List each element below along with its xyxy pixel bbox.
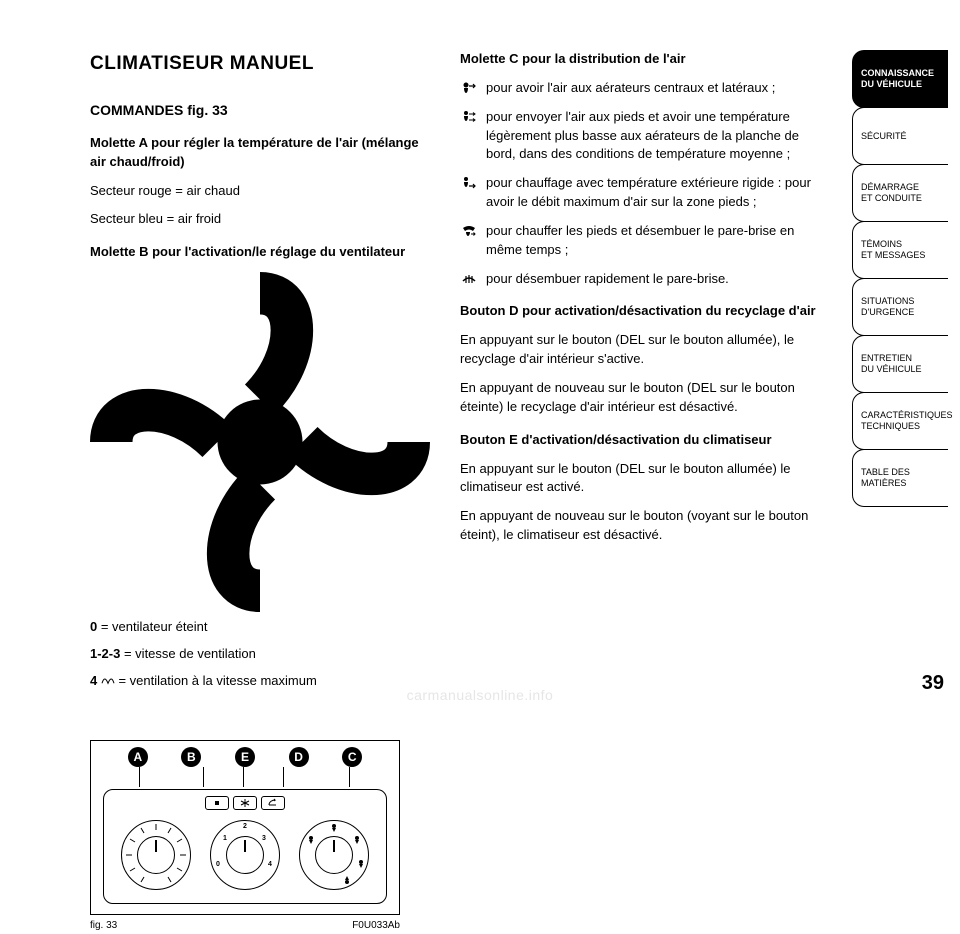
btn-e-p2: En appuyant de nouveau sur le bouton (vo… bbox=[460, 507, 822, 545]
tab-label: DÉMARRAGE ET CONDUITE bbox=[861, 182, 922, 204]
air-mode-feet-defrost-text: pour chauffer les pieds et désembuer le … bbox=[486, 222, 822, 260]
knob-b-123: = vitesse de ventilation bbox=[120, 646, 256, 661]
air-mode-face: pour avoir l'air aux aérateurs centraux … bbox=[460, 79, 822, 98]
fan-speed-3: 3 bbox=[262, 834, 266, 844]
tab-label: SÉCURITÉ bbox=[861, 131, 907, 142]
btn-d-p2: En appuyant de nouveau sur le bouton (DE… bbox=[460, 379, 822, 417]
knob-c-heading: Molette C pour la distribution de l'air bbox=[460, 50, 822, 69]
page-title: CLIMATISEUR MANUEL bbox=[90, 50, 430, 78]
knob-b-4-prefix: 4 bbox=[90, 673, 101, 688]
tab-label: TABLE DES MATIÈRES bbox=[861, 467, 910, 489]
recirculation-led-icon bbox=[205, 796, 229, 810]
tab-temoins[interactable]: TÉMOINS ET MESSAGES bbox=[852, 221, 948, 279]
tab-label: TÉMOINS ET MESSAGES bbox=[861, 239, 925, 261]
fig-letter-d: D bbox=[289, 747, 309, 767]
knob-a-heading: Molette A pour régler la température de … bbox=[90, 134, 430, 172]
fig-letter-e: E bbox=[235, 747, 255, 767]
main-content: CLIMATISEUR MANUEL COMMANDES fig. 33 Mol… bbox=[0, 0, 852, 709]
tab-label: CARACTÉRISTIQUES TECHNIQUES bbox=[861, 410, 953, 432]
tab-connaissance[interactable]: CONNAISSANCE DU VÉHICULE bbox=[852, 50, 948, 108]
watermark: carmanualsonline.info bbox=[407, 687, 554, 703]
section-commands: COMMANDES fig. 33 bbox=[90, 100, 430, 120]
air-mode-feet-defrost: pour chauffer les pieds et désembuer le … bbox=[460, 222, 822, 260]
air-feet-defrost-icon bbox=[460, 222, 478, 238]
figure-labels: A B E D C bbox=[91, 747, 399, 767]
tab-entretien[interactable]: ENTRETIEN DU VÉHICULE bbox=[852, 335, 948, 393]
air-mode-defrost-text: pour désembuer rapidement le pare-brise. bbox=[486, 270, 822, 289]
tab-demarrage[interactable]: DÉMARRAGE ET CONDUITE bbox=[852, 164, 948, 222]
fan-speed-4: 4 bbox=[268, 860, 272, 870]
fig-letter-b: B bbox=[181, 747, 201, 767]
right-column: Molette C pour la distribution de l'air … bbox=[460, 50, 822, 689]
air-mode-feet-text: pour chauffage avec température extérieu… bbox=[486, 174, 822, 212]
air-defrost-icon bbox=[460, 270, 478, 286]
fig-letter-c: C bbox=[342, 747, 362, 767]
recirculation-button-icon bbox=[261, 796, 285, 810]
knob-b-heading: Molette B pour l'activation/le réglage d… bbox=[90, 243, 430, 262]
tab-label: CONNAISSANCE DU VÉHICULE bbox=[861, 68, 934, 90]
knob-b-4: = ventilation à la vitesse maximum bbox=[115, 673, 317, 688]
knob-b-def-0: 0 = ventilateur éteint bbox=[90, 272, 430, 637]
tab-securite[interactable]: SÉCURITÉ bbox=[852, 107, 948, 165]
btn-e-heading: Bouton E d'activation/désactivation du c… bbox=[460, 431, 822, 450]
air-face-icon bbox=[460, 79, 478, 95]
knob-b-0: = ventilateur éteint bbox=[97, 619, 207, 634]
btn-d-heading: Bouton D pour activation/désactivation d… bbox=[460, 302, 822, 321]
knob-b-def-123: 1-2-3 = vitesse de ventilation bbox=[90, 645, 430, 664]
ac-button-icon bbox=[233, 796, 257, 810]
air-bilevel-icon bbox=[460, 108, 478, 124]
btn-e-p1: En appuyant sur le bouton (DEL sur le bo… bbox=[460, 460, 822, 498]
air-mode-bilevel: pour envoyer l'air aux pieds et avoir un… bbox=[460, 108, 822, 165]
fan-speed-1: 1 bbox=[223, 834, 227, 844]
knob-b-def-4: 4 = ventilation à la vitesse maximum bbox=[90, 672, 430, 691]
temperature-dial bbox=[121, 820, 191, 890]
hvac-panel: 0 1 2 3 4 bbox=[103, 789, 387, 904]
left-column: CLIMATISEUR MANUEL COMMANDES fig. 33 Mol… bbox=[90, 50, 430, 689]
btn-d-p1: En appuyant sur le bouton (DEL sur le bo… bbox=[460, 331, 822, 369]
fan-speed-2: 2 bbox=[243, 822, 247, 832]
max-fan-icon bbox=[101, 673, 115, 688]
knob-b-123-prefix: 1-2-3 bbox=[90, 646, 120, 661]
tab-label: SITUATIONS D'URGENCE bbox=[861, 296, 914, 318]
tab-matieres[interactable]: TABLE DES MATIÈRES bbox=[852, 449, 948, 507]
figure-box: A B E D C bbox=[90, 740, 400, 915]
air-distribution-dial bbox=[299, 820, 369, 890]
figure-33: A B E D C bbox=[90, 740, 400, 934]
knob-a-line1: Secteur rouge = air chaud bbox=[90, 182, 430, 201]
tab-urgence[interactable]: SITUATIONS D'URGENCE bbox=[852, 278, 948, 336]
tab-caracteristiques[interactable]: CARACTÉRISTIQUES TECHNIQUES bbox=[852, 392, 948, 450]
air-mode-face-text: pour avoir l'air aux aérateurs centraux … bbox=[486, 79, 822, 98]
page-number: 39 bbox=[922, 672, 944, 695]
air-mode-defrost: pour désembuer rapidement le pare-brise. bbox=[460, 270, 822, 289]
tab-label: ENTRETIEN DU VÉHICULE bbox=[861, 353, 922, 375]
air-mode-feet: pour chauffage avec température extérieu… bbox=[460, 174, 822, 212]
fan-icon bbox=[90, 600, 430, 615]
knob-a-line2: Secteur bleu = air froid bbox=[90, 210, 430, 229]
air-mode-bilevel-text: pour envoyer l'air aux pieds et avoir un… bbox=[486, 108, 822, 165]
sidebar-tabs: CONNAISSANCE DU VÉHICULE SÉCURITÉ DÉMARR… bbox=[852, 0, 960, 709]
figure-caption-right: F0U033Ab bbox=[352, 919, 400, 934]
fan-speed-0: 0 bbox=[216, 860, 220, 870]
air-feet-icon bbox=[460, 174, 478, 190]
fan-speed-dial: 0 1 2 3 4 bbox=[210, 820, 280, 890]
fig-letter-a: A bbox=[128, 747, 148, 767]
figure-caption-left: fig. 33 bbox=[90, 919, 117, 934]
